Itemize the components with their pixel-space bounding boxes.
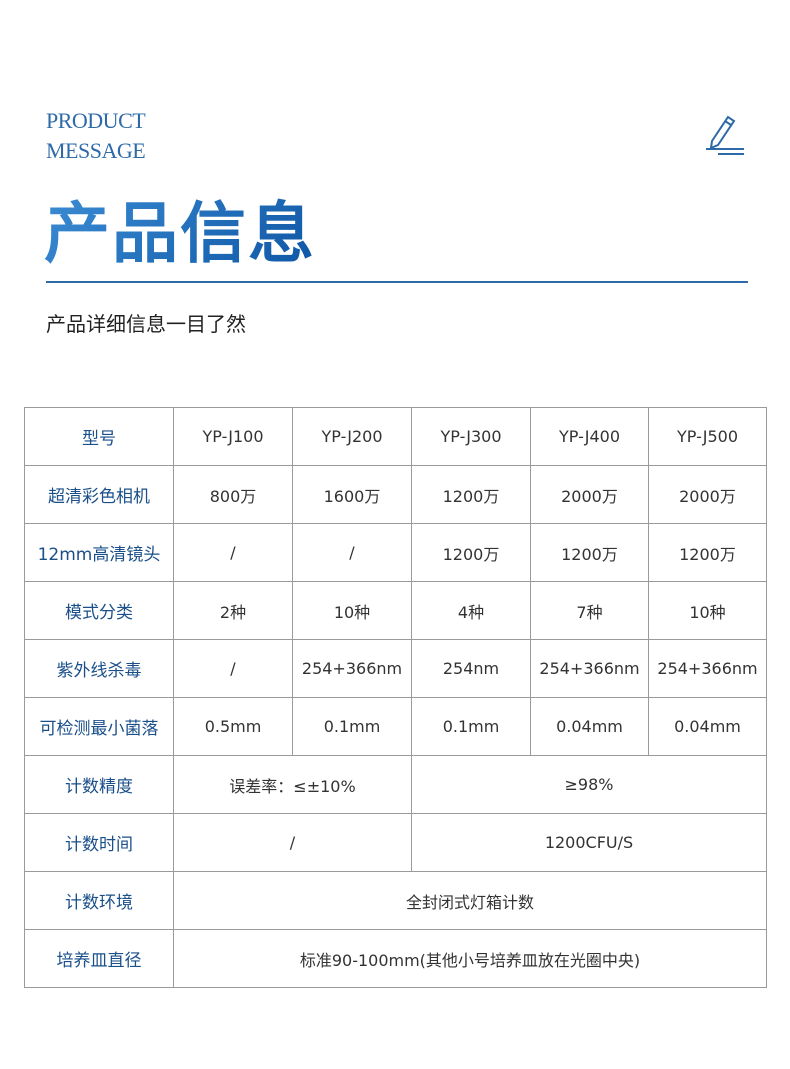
table-cell: YP-J400 [530,407,649,466]
table-cell: 4种 [411,581,531,640]
table-row: 型号 YP-J100 YP-J200 YP-J300 YP-J400 YP-J500 [24,407,767,466]
english-title-line1: PRODUCT [46,108,146,133]
table-cell: 标准90-100mm(其他小号培养皿放在光圈中央) [173,929,767,988]
table-cell: YP-J500 [648,407,767,466]
table-cell: 1200万 [530,523,649,582]
table-cell: 2种 [173,581,293,640]
table-cell: 0.5mm [173,697,293,756]
table-row: 计数时间/1200CFU/S [24,813,767,872]
row-label: 12mm高清镜头 [24,523,174,582]
subtitle: 产品详细信息一目了然 [46,312,246,336]
row-label: 模式分类 [24,581,174,640]
table-cell: 2000万 [648,465,767,524]
row-label: 超清彩色相机 [24,465,174,524]
table-row: 计数环境 全封闭式灯箱计数 [24,871,767,930]
spec-table: 型号 YP-J100 YP-J200 YP-J300 YP-J400 YP-J500 超清彩… [24,407,767,988]
table-cell: 800万 [173,465,293,524]
row-label: 计数环境 [24,871,174,930]
table-cell: YP-J100 [173,407,293,466]
row-label: 计数精度 [24,755,174,814]
table-cell: ≥98% [411,755,767,814]
table-cell: 2000万 [530,465,649,524]
table-cell: 1200万 [411,465,531,524]
table-cell: 10种 [292,581,412,640]
table-cell: 10种 [648,581,767,640]
page-title: 产品信息 [44,180,316,276]
row-label: 计数时间 [24,813,174,872]
table-cell: 254+366nm [648,639,767,698]
table-row: 紫外线杀毒/254+366nm 254nm 254+366nm 254+366nm [24,639,767,698]
table-cell: 254nm [411,639,531,698]
table-cell: 误差率：≤±10% [173,755,412,814]
table-cell: 0.1mm [292,697,412,756]
table-row: 培养皿直径 标准90-100mm(其他小号培养皿放在光圈中央) [24,929,767,988]
row-label: 培养皿直径 [24,929,174,988]
table-cell: 1200万 [648,523,767,582]
table-cell: 0.1mm [411,697,531,756]
english-title-line2: MESSAGE [46,138,146,163]
table-cell: / [173,813,412,872]
table-cell: / [292,523,412,582]
table-cell: 1600万 [292,465,412,524]
table-cell: YP-J200 [292,407,412,466]
table-cell: / [173,639,293,698]
divider [46,281,748,283]
table-cell: 0.04mm [648,697,767,756]
table-row: 超清彩色相机 800万 1600万 1200万 2000万 2000万 [24,465,767,524]
table-row: 12mm高清镜头 //1200万 1200万 1200万 [24,523,767,582]
table-cell: 全封闭式灯箱计数 [173,871,767,930]
row-label: 紫外线杀毒 [24,639,174,698]
table-cell: / [173,523,293,582]
table-row: 模式分类 2种 10种 4种 7种 10种 [24,581,767,640]
table-row: 可检测最小菌落 0.5mm 0.1mm 0.1mm 0.04mm 0.04mm [24,697,767,756]
table-cell: 7种 [530,581,649,640]
table-cell: 0.04mm [530,697,649,756]
table-cell: 1200CFU/S [411,813,767,872]
table-cell: 254+366nm [292,639,412,698]
pencil-icon [706,115,744,155]
row-label: 型号 [24,407,174,466]
row-label: 可检测最小菌落 [24,697,174,756]
table-cell: 1200万 [411,523,531,582]
table-cell: 254+366nm [530,639,649,698]
table-row: 计数精度 误差率：≤±10% ≥98% [24,755,767,814]
table-cell: YP-J300 [411,407,531,466]
